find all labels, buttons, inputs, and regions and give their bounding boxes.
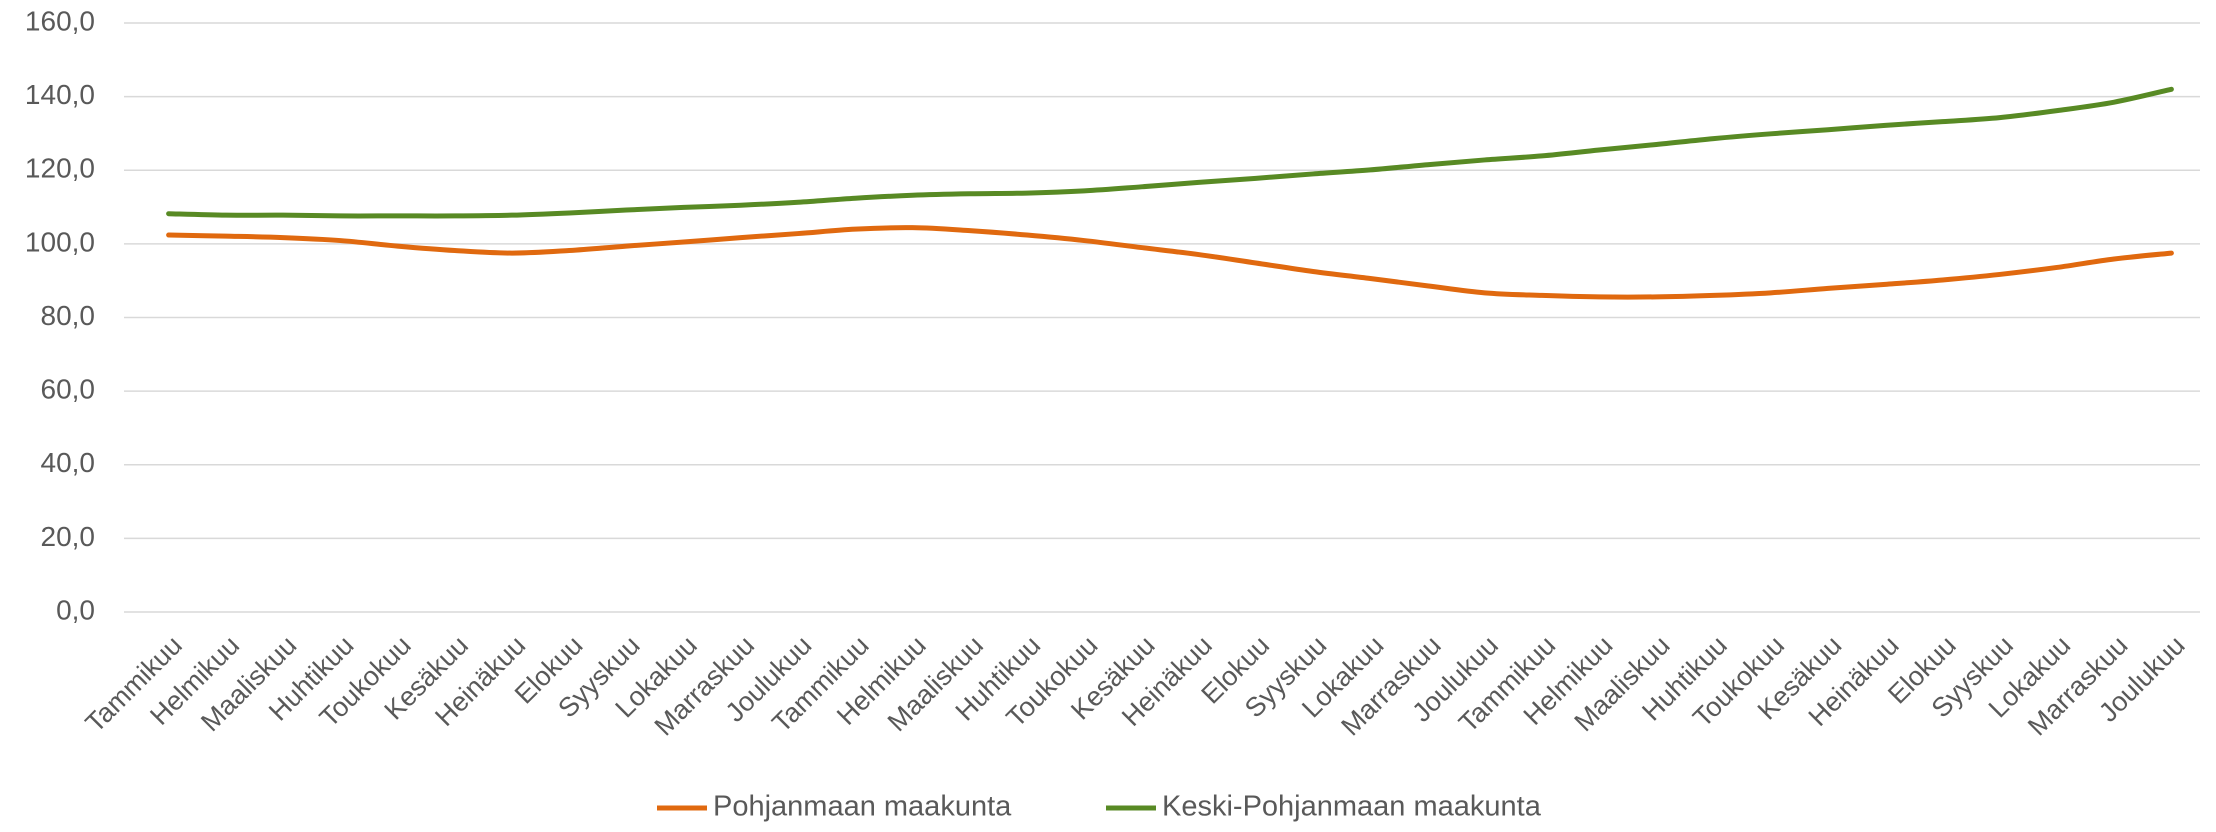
y-tick-label: 80,0 xyxy=(41,300,96,331)
y-tick-label: 120,0 xyxy=(25,153,95,184)
y-tick-label: 60,0 xyxy=(41,374,96,405)
y-tick-label: 140,0 xyxy=(25,79,95,110)
series-line xyxy=(166,225,2174,300)
y-tick-label: 160,0 xyxy=(25,5,95,36)
y-tick-label: 0,0 xyxy=(56,594,95,625)
series-line xyxy=(166,86,2174,219)
y-tick-label: 100,0 xyxy=(25,226,95,257)
y-tick-label: 20,0 xyxy=(41,521,96,552)
legend-label: Pohjanmaan maakunta xyxy=(713,791,1012,823)
y-tick-label: 40,0 xyxy=(41,447,96,478)
legend-label: Keski-Pohjanmaan maakunta xyxy=(1162,791,1542,823)
